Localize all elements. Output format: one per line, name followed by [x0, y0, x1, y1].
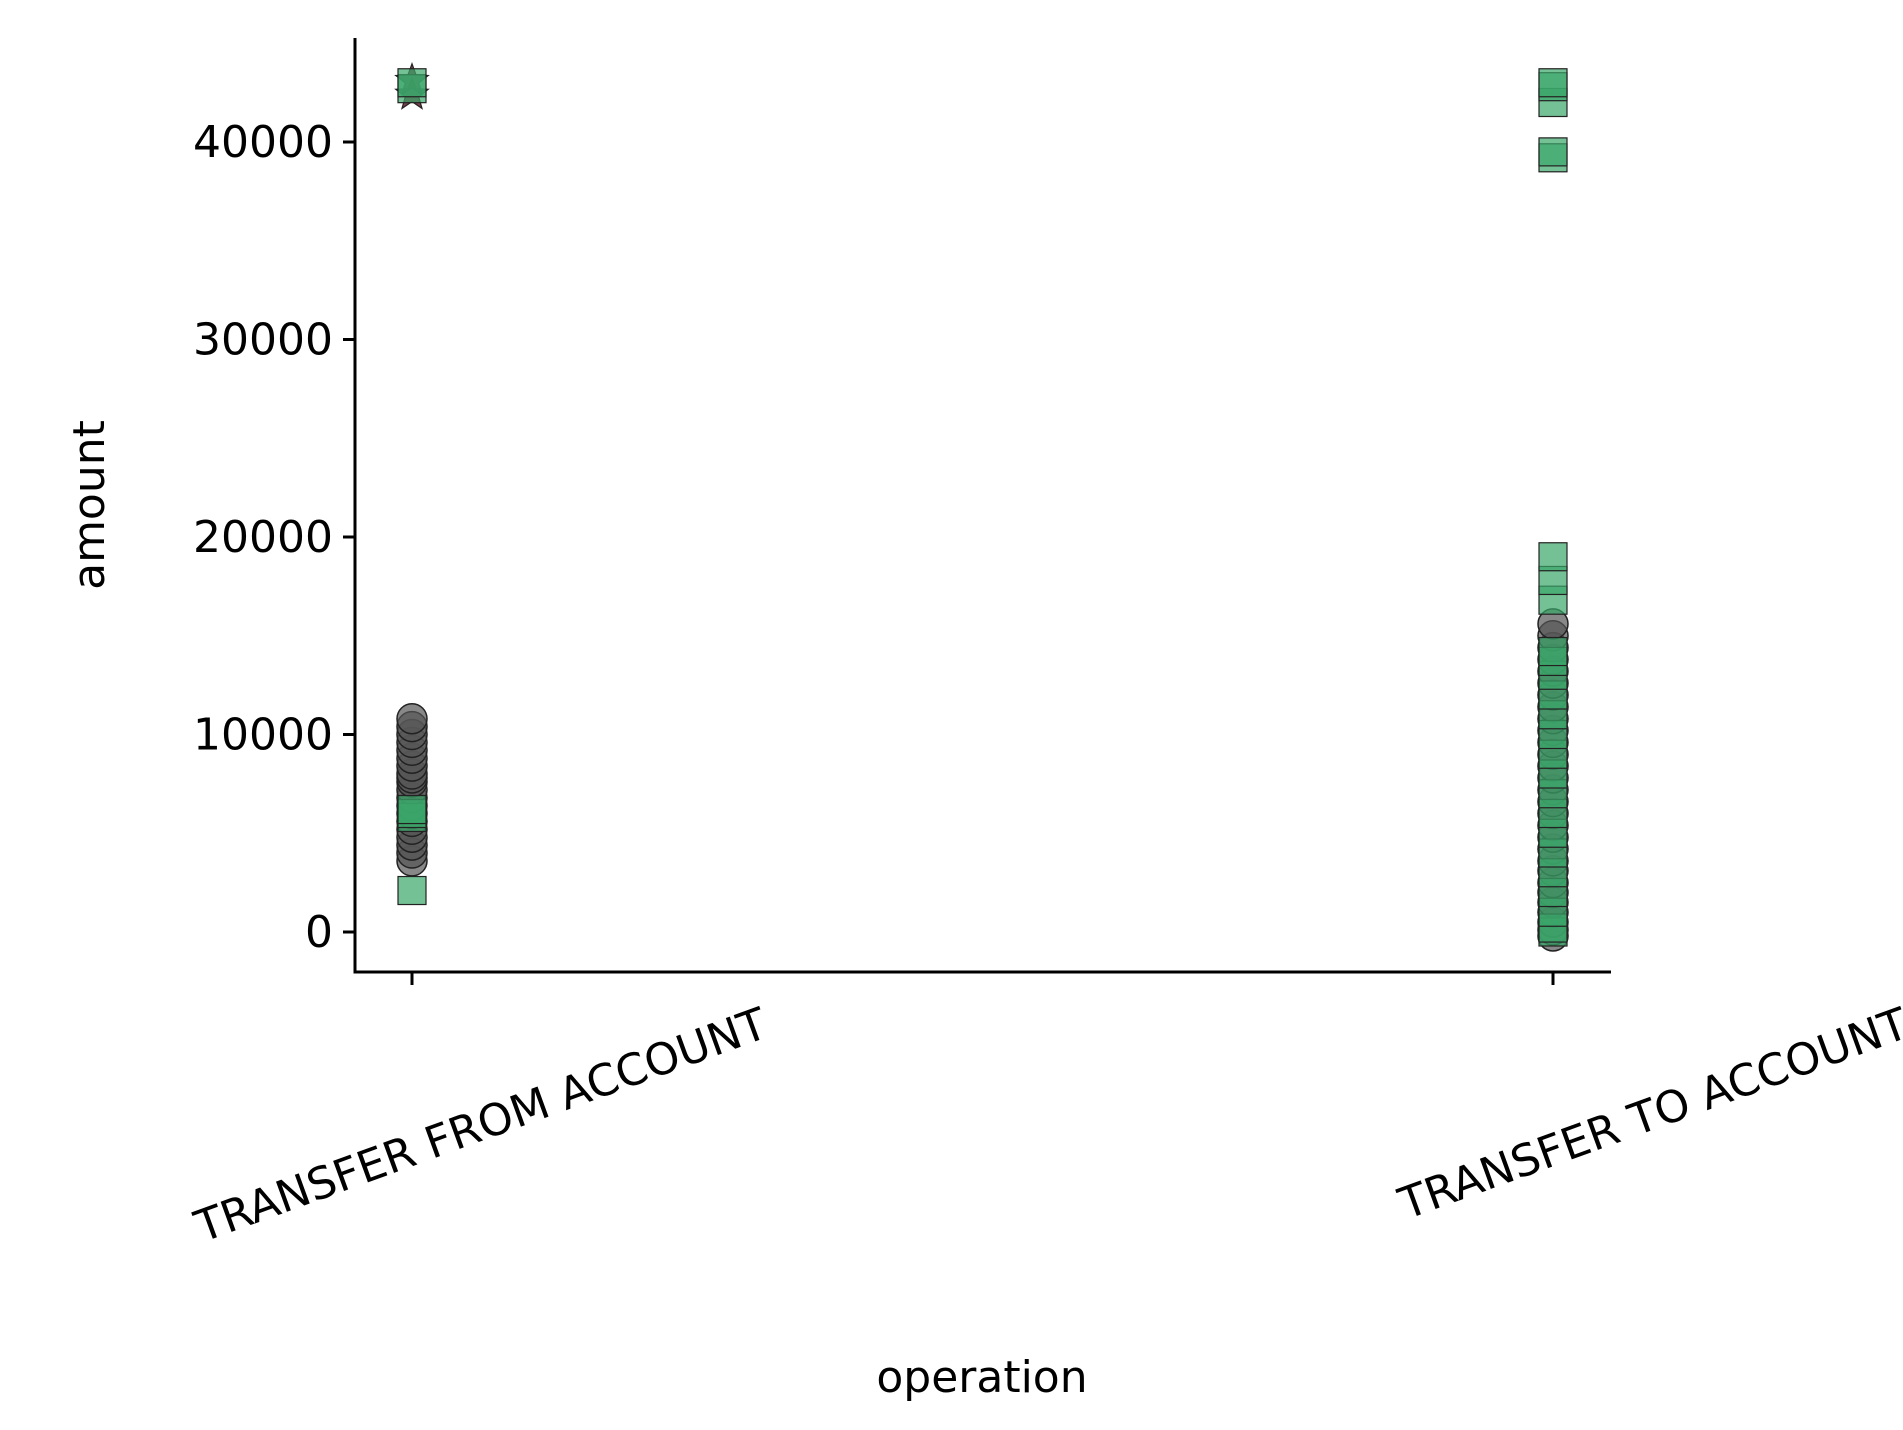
point-circle: [396, 702, 428, 735]
x-tick-label: TRANSFER FROM ACCOUNT: [188, 998, 774, 1253]
y-tick-label: 30000: [193, 315, 333, 366]
y-tick-label: 10000: [193, 710, 333, 761]
point-square: [1538, 636, 1568, 667]
y-ticks: 0 10000 20000 30000 40000: [193, 117, 355, 958]
point-square: [1538, 542, 1568, 572]
point-square: [397, 68, 427, 98]
y-axis-label: amount: [64, 420, 115, 590]
y-tick-label: 40000: [193, 117, 333, 168]
y-tick-label: 20000: [193, 512, 333, 563]
points-layer: [394, 62, 1569, 952]
axes: [353, 38, 1611, 974]
point-square: [397, 794, 427, 825]
x-axis-label: operation: [876, 1352, 1087, 1403]
point-square: [1538, 68, 1568, 98]
y-tick-label: 0: [305, 907, 333, 958]
x-tick-label: TRANSFER TO ACCOUNT: [1392, 998, 1903, 1230]
x-ticks: TRANSFER FROM ACCOUNT TRANSFER TO ACCOUNT: [188, 972, 1903, 1253]
point-square: [1538, 137, 1568, 167]
point-square: [397, 875, 427, 906]
